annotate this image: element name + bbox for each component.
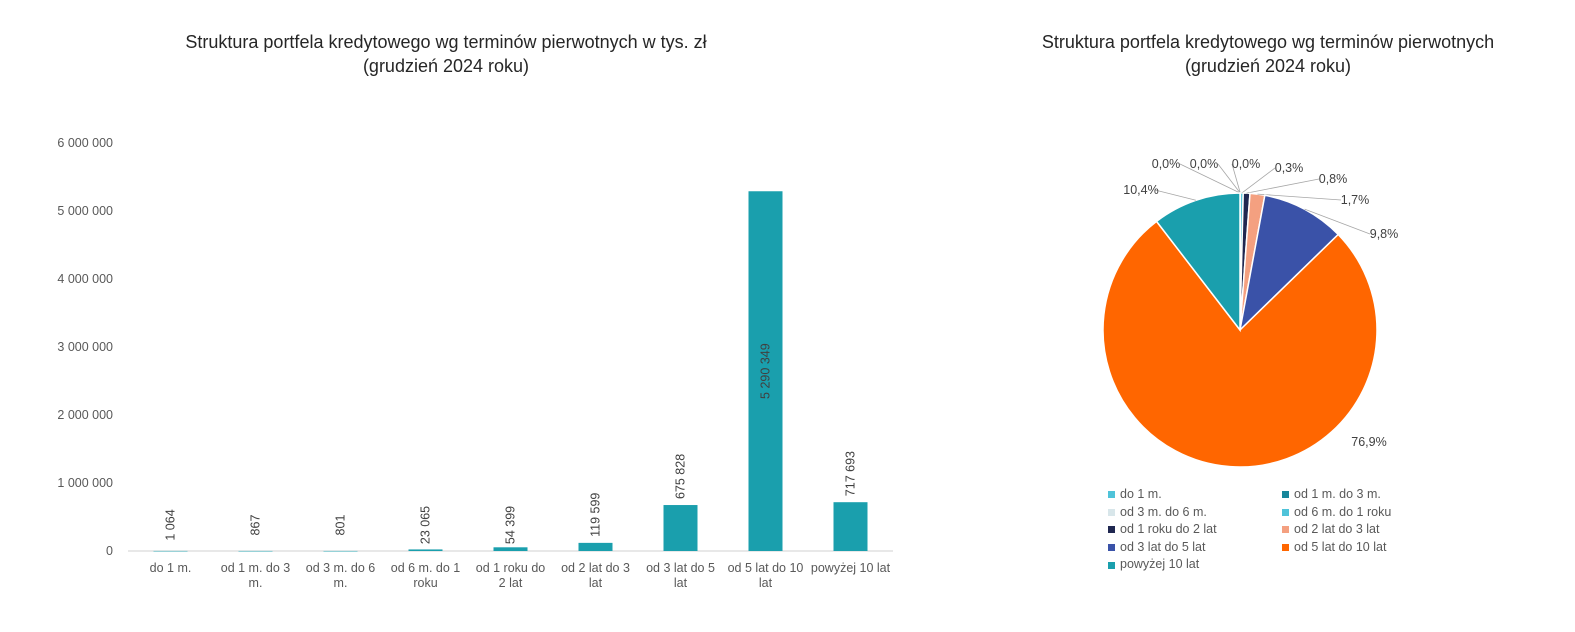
y-tick-label: 1 000 000	[57, 476, 113, 490]
y-tick-label: 2 000 000	[57, 408, 113, 422]
legend-label: od 6 m. do 1 roku	[1294, 504, 1392, 519]
legend-swatch	[1108, 508, 1115, 516]
legend-label: od 1 m. do 3 m.	[1294, 487, 1381, 501]
leader-line	[1217, 163, 1241, 194]
bar-data-label: 119 599	[589, 493, 603, 537]
pie-data-label: 0,0%	[1152, 157, 1181, 171]
pie-data-label: 0,8%	[1319, 172, 1348, 186]
legend-item: od 3 lat do 5 lat	[1108, 539, 1282, 557]
x-tick-label: 2 lat	[499, 576, 523, 590]
pie-data-label: 0,3%	[1275, 161, 1304, 175]
legend-item: od 1 roku do 2 lat	[1108, 521, 1282, 539]
y-tick-label: 6 000 000	[57, 136, 113, 150]
pie-slice	[1102, 220, 1378, 468]
pie-slice	[1238, 194, 1340, 333]
bar-data-label: 23 065	[419, 506, 433, 544]
x-tick-label: m.	[334, 576, 348, 590]
bar-data-label: 801	[334, 515, 348, 536]
leader-line	[1257, 193, 1342, 201]
x-tick-label: od 5 lat do 10	[728, 561, 804, 575]
bar-data-label: 54 399	[504, 506, 518, 544]
bar-data-label: 5 290 349	[759, 343, 773, 399]
pie-chart-title-line2: (grudzień 2024 roku)	[1184, 56, 1352, 76]
x-tick-label: od 1 m. do 3	[221, 561, 291, 575]
legend-label: od 2 lat do 3 lat	[1294, 522, 1380, 537]
legend-swatch	[1282, 544, 1289, 552]
legend-item: powyżej 10 lat	[1108, 556, 1282, 574]
legend-swatch	[1282, 526, 1289, 534]
x-tick-label: powyżej 10 lat	[811, 561, 891, 575]
y-tick-label: 3 000 000	[57, 340, 113, 354]
leader-line	[1231, 163, 1241, 194]
x-tick-label: od 1 roku do	[476, 561, 546, 575]
x-tick-label: od 3 lat do 5	[646, 561, 715, 575]
pie-chart-title-line1: Struktura portfela kredytowego wg termin…	[1041, 32, 1495, 52]
bar	[748, 191, 783, 551]
bar-chart-title-line1: Struktura portfela kredytowego wg termin…	[185, 32, 707, 52]
legend-swatch	[1282, 491, 1289, 499]
legend-label: powyżej 10 lat	[1120, 557, 1200, 572]
bar-data-label: 867	[249, 515, 263, 536]
leader-line	[1179, 163, 1241, 194]
bar	[493, 547, 528, 551]
legend-label: od 3 m. do 6 m.	[1120, 504, 1207, 519]
bar-chart-title: Struktura portfela kredytowego wg termin…	[50, 30, 842, 78]
legend-swatch	[1108, 526, 1115, 534]
x-tick-label: od 2 lat do 3	[561, 561, 630, 575]
legend-item: od 6 m. do 1 roku	[1282, 504, 1462, 522]
x-tick-label: m.	[249, 576, 263, 590]
legend-swatch	[1108, 491, 1115, 499]
pie-chart-title: Struktura portfela kredytowego wg termin…	[968, 30, 1568, 78]
bar-data-label: 1 064	[164, 509, 178, 540]
y-tick-label: 5 000 000	[57, 204, 113, 218]
leader-line	[1154, 189, 1197, 201]
legend-label: od 1 roku do 2 lat	[1120, 522, 1217, 537]
leader-line	[1304, 208, 1371, 235]
leader-line	[1241, 167, 1276, 194]
bar-data-label: 675 828	[674, 454, 688, 499]
bar	[238, 550, 273, 552]
legend-swatch	[1282, 508, 1289, 516]
bar	[153, 550, 188, 552]
bar	[663, 505, 698, 551]
bar-chart-title-line2: (grudzień 2024 roku)	[362, 56, 530, 76]
legend-item: od 1 m. do 3 m.	[1282, 486, 1462, 504]
legend-label: od 5 lat do 10 lat	[1294, 539, 1387, 554]
bar	[833, 502, 868, 551]
legend-item: od 3 m. do 6 m.	[1108, 504, 1282, 522]
pie-data-label: 10,4%	[1123, 183, 1158, 197]
bar-chart: 0 1 000 000 2 000 000 3 000 000 4 000 000 5 0…	[57, 136, 893, 590]
legend-label: do 1 m.	[1120, 487, 1162, 501]
x-tick-label: lat	[589, 576, 603, 590]
legend-item: od 5 lat do 10 lat	[1282, 539, 1462, 557]
bar	[323, 550, 358, 552]
x-tick-label: roku	[413, 576, 437, 590]
legend-label: od 3 lat do 5 lat	[1120, 539, 1206, 554]
pie-data-label: 0,0%	[1232, 157, 1261, 171]
bar	[408, 549, 443, 551]
y-tick-label: 4 000 000	[57, 272, 113, 286]
pie-legend: do 1 m. od 1 m. do 3 m. od 3 m. do 6 m. od …	[1108, 486, 1468, 574]
pie-chart: 0,0% 0,0% 0,0% 0,3% 0,8% 1,7% 9,8% 76,9% 10,4%	[1102, 157, 1399, 468]
bar-data-label: 717 693	[844, 451, 858, 496]
x-tick-label: od 3 m. do 6	[306, 561, 376, 575]
bar	[578, 542, 613, 551]
legend-swatch	[1108, 544, 1115, 552]
pie-data-label: 76,9%	[1351, 435, 1386, 449]
legend-item: od 2 lat do 3 lat	[1282, 521, 1462, 539]
x-tick-label: lat	[759, 576, 773, 590]
legend-item: do 1 m.	[1108, 486, 1282, 504]
x-tick-label: od 6 m. do 1	[391, 561, 461, 575]
x-tick-label: do 1 m.	[150, 561, 192, 575]
leader-line	[1246, 178, 1320, 194]
pie-slice	[1155, 192, 1241, 333]
pie-data-label: 0,0%	[1190, 157, 1219, 171]
pie-data-label: 1,7%	[1341, 193, 1370, 207]
legend-swatch	[1108, 561, 1115, 569]
pie-data-label: 9,8%	[1370, 227, 1399, 241]
y-tick-label: 0	[106, 544, 113, 558]
x-tick-label: lat	[674, 576, 688, 590]
